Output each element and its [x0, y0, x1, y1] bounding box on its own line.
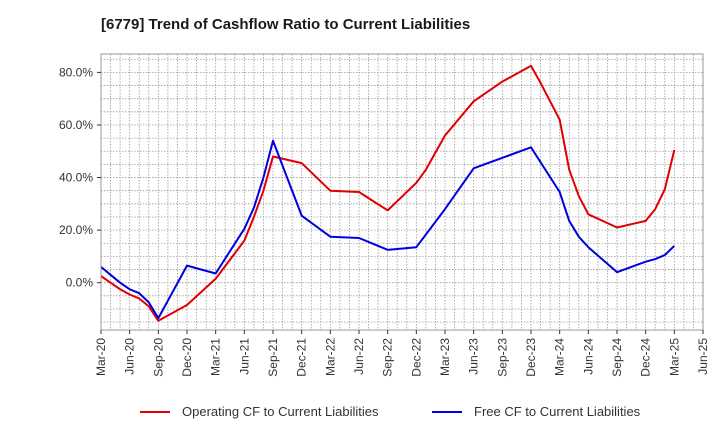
legend-label: Free CF to Current Liabilities [474, 404, 641, 419]
legend-item-free-cf: Free CF to Current Liabilities [432, 404, 640, 419]
x-tick-label: Sep-24 [610, 338, 624, 377]
x-tick-label: Jun-25 [696, 338, 710, 375]
chart-title: [6779] Trend of Cashflow Ratio to Curren… [101, 16, 471, 33]
x-tick-label: Dec-23 [524, 338, 538, 377]
legend: Operating CF to Current Liabilities Free … [0, 404, 720, 424]
y-tick-label: 20.0% [59, 223, 93, 237]
x-tick-label: Jun-24 [581, 338, 595, 375]
legend-item-operating-cf: Operating CF to Current Liabilities [140, 404, 379, 419]
x-tick-label: Sep-20 [151, 338, 165, 377]
y-tick-label: 40.0% [59, 171, 93, 185]
x-tick-label: Dec-21 [295, 338, 309, 377]
y-axis-ticks: 0.0% 20.0% 40.0% 60.0% 80.0% [59, 65, 101, 290]
series-line-free-cf [100, 139, 676, 320]
grid-layer [100, 54, 704, 330]
series-line-operating-cf [100, 64, 676, 322]
y-tick-label: 60.0% [59, 118, 93, 132]
x-tick-label: Dec-20 [180, 338, 194, 377]
legend-swatch [432, 410, 462, 413]
x-tick-label: Dec-22 [409, 338, 423, 377]
x-tick-label: Jun-20 [123, 338, 137, 375]
x-tick-label: Mar-20 [94, 338, 108, 376]
x-tick-label: Sep-22 [381, 338, 395, 377]
x-tick-label: Mar-25 [667, 338, 681, 376]
x-axis-ticks: Mar-20 Jun-20 Sep-20 Dec-20 Mar-21 Jun-21 Sep-… [94, 330, 710, 377]
x-tick-label: Mar-24 [553, 338, 567, 376]
legend-label: Operating CF to Current Liabilities [182, 404, 379, 419]
x-tick-label: Dec-24 [639, 338, 653, 377]
y-tick-label: 80.0% [59, 65, 93, 79]
x-tick-label: Sep-23 [495, 338, 509, 377]
x-tick-label: Jun-21 [237, 338, 251, 375]
x-tick-label: Jun-22 [352, 338, 366, 375]
x-tick-label: Sep-21 [266, 338, 280, 377]
series-layer [100, 64, 676, 322]
legend-swatch [140, 410, 170, 413]
x-tick-label: Jun-23 [467, 338, 481, 375]
x-tick-label: Mar-21 [209, 338, 223, 376]
x-tick-label: Mar-23 [438, 338, 452, 376]
plot-frame [100, 53, 704, 331]
x-tick-label: Mar-22 [323, 338, 337, 376]
y-tick-label: 0.0% [66, 276, 94, 290]
